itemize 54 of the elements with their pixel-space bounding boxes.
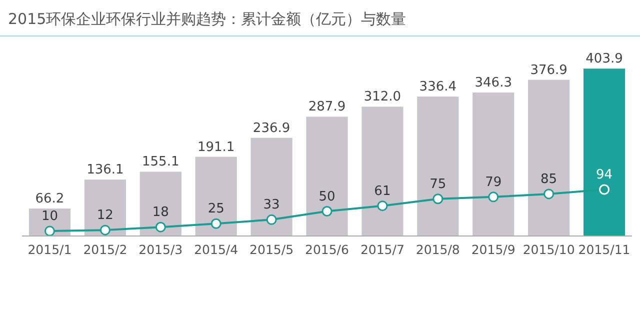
point xyxy=(599,184,610,195)
data-label: 66.2 xyxy=(35,192,64,207)
data-label: 75 xyxy=(430,176,446,192)
data-label: 25 xyxy=(208,202,224,217)
point xyxy=(44,226,55,236)
bar xyxy=(528,80,570,236)
bar xyxy=(195,156,237,236)
point xyxy=(322,206,332,217)
data-label: 79 xyxy=(485,174,502,190)
x-tick-label: 2015/9 xyxy=(471,242,516,257)
data-label: 346.3 xyxy=(474,75,512,90)
x-tick-label: 2015/3 xyxy=(138,242,183,257)
bar xyxy=(140,172,182,236)
bar xyxy=(84,180,126,236)
data-label: 287.9 xyxy=(308,100,346,115)
data-label: 155.1 xyxy=(142,154,180,170)
data-label: 50 xyxy=(318,189,336,204)
point xyxy=(266,214,277,225)
point xyxy=(488,192,499,202)
data-label: 403.9 xyxy=(586,52,623,67)
point xyxy=(155,222,166,232)
data-label: 10 xyxy=(41,209,58,224)
x-tick-label: 2015/4 xyxy=(194,242,238,257)
data-label: 94 xyxy=(596,168,613,182)
data-label: 136.1 xyxy=(86,162,124,178)
bar xyxy=(472,92,514,236)
data-label: 236.9 xyxy=(252,120,290,136)
point xyxy=(100,224,110,236)
point xyxy=(210,218,222,229)
data-label: 312.0 xyxy=(364,90,402,105)
x-tick-label: 2015/7 xyxy=(360,242,404,257)
data-label: 191.1 xyxy=(197,140,235,155)
bar xyxy=(306,116,348,236)
data-label: 336.4 xyxy=(419,80,457,95)
data-label: 61 xyxy=(374,184,391,199)
data-label: 376.9 xyxy=(530,62,568,78)
x-tick-label: 2015/10 xyxy=(522,242,575,257)
x-tick-label: 2015/8 xyxy=(416,242,460,257)
bar xyxy=(362,106,404,236)
chart-title: 2015环保企业环保行业并购趋势：累计金额（亿元）与数量 xyxy=(8,10,406,28)
point xyxy=(544,188,554,200)
x-tick-label: 2015/5 xyxy=(250,242,294,257)
data-label: 33 xyxy=(263,198,280,213)
data-label: 85 xyxy=(540,172,558,187)
bar xyxy=(250,138,292,236)
x-tick-label: 2015/6 xyxy=(305,242,350,257)
x-tick-label: 2015/2 xyxy=(83,242,128,257)
bar xyxy=(417,96,459,236)
data-label: 18 xyxy=(152,205,169,220)
point xyxy=(377,200,388,212)
point xyxy=(432,194,444,204)
x-tick-label: 2015/11 xyxy=(578,242,630,257)
x-tick-label: 2015/1 xyxy=(28,242,72,257)
data-label: 12 xyxy=(96,208,114,224)
